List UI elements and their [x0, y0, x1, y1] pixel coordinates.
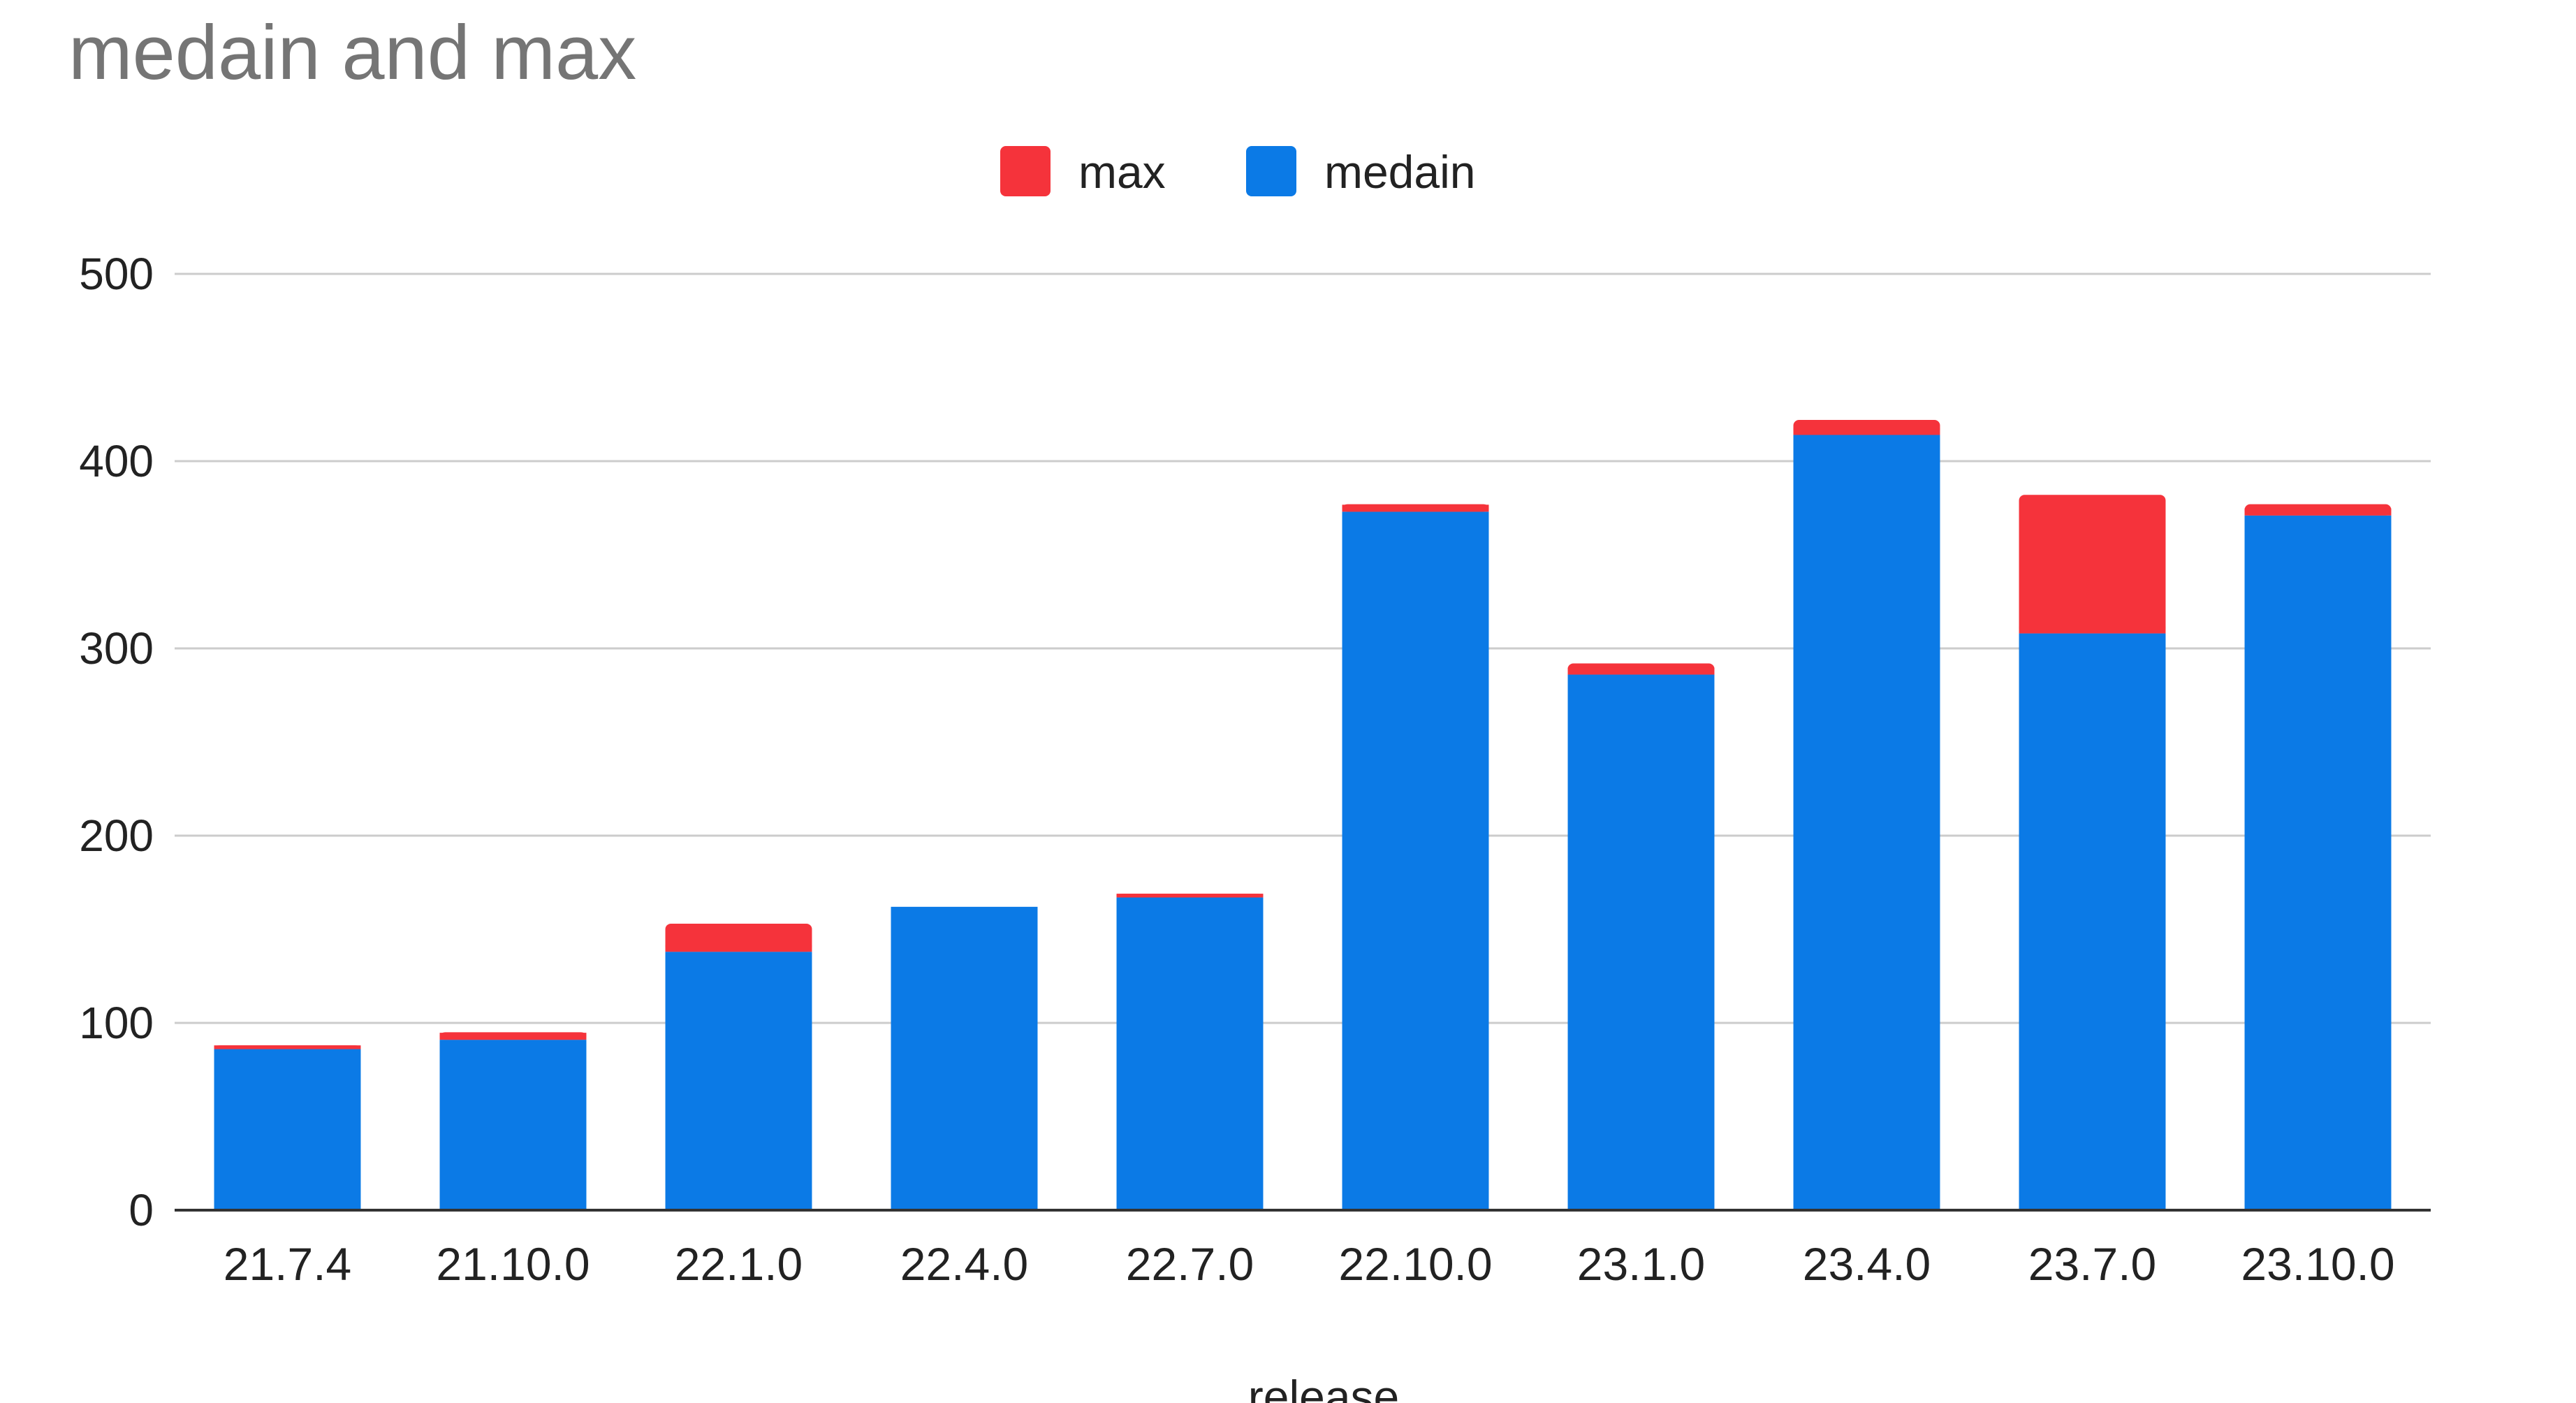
x-tick-label: 23.4.0 [1803, 1238, 1931, 1290]
y-tick-label: 300 [79, 623, 154, 674]
x-axis-title: release [1248, 1371, 1399, 1403]
bar-max-base [665, 945, 812, 952]
bar-max-base [1116, 894, 1264, 898]
x-tick-label: 22.1.0 [675, 1238, 803, 1290]
bar-max-base [2019, 626, 2166, 634]
x-tick-label: 23.7.0 [2028, 1238, 2157, 1290]
x-tick-label: 21.7.4 [224, 1238, 352, 1290]
bar-max-base [1793, 428, 1940, 435]
bar-max-base [1567, 667, 1715, 675]
bar-medain [1567, 674, 1715, 1210]
legend-swatch-medain [1246, 146, 1296, 196]
bar-medain [2244, 515, 2392, 1210]
x-tick-label: 22.7.0 [1126, 1238, 1254, 1290]
bar-medain [891, 906, 1038, 1210]
y-tick-label: 100 [79, 998, 154, 1048]
bar-medain [1342, 511, 1489, 1210]
legend-label-medain: medain [1324, 146, 1475, 198]
bar-medain [439, 1040, 587, 1210]
bar-max-base [1342, 504, 1489, 512]
bar-max-base [214, 1045, 361, 1049]
bar-max [2019, 495, 2166, 634]
y-tick-label: 0 [129, 1185, 154, 1235]
x-tick-label: 23.1.0 [1577, 1238, 1706, 1290]
bar-medain [665, 952, 812, 1210]
bar-max-base [2244, 508, 2392, 516]
x-tick-label: 22.4.0 [900, 1238, 1029, 1290]
y-tick-label: 200 [79, 810, 154, 861]
chart-title: medain and max [68, 10, 637, 96]
bar-max [665, 923, 812, 952]
y-tick-label: 400 [79, 436, 154, 486]
bar-medain [214, 1049, 361, 1210]
bar-max-base [439, 1033, 587, 1040]
legend: max medain [1000, 146, 1475, 198]
bar-medain [1116, 897, 1264, 1210]
x-tick-label: 23.10.0 [2241, 1238, 2394, 1290]
bar-medain [1793, 435, 1940, 1210]
x-tick-label: 22.10.0 [1338, 1238, 1492, 1290]
axes: 0 100 200 300 400 500 21.7.4 21.10.0 22.1.0 22.4.… [79, 249, 2431, 1403]
x-tick-label: 21.10.0 [436, 1238, 590, 1290]
legend-swatch-max [1000, 146, 1051, 196]
bar-medain [2019, 633, 2166, 1210]
y-tick-label: 500 [79, 249, 154, 299]
legend-label-max: max [1078, 146, 1166, 198]
bars [214, 420, 2392, 1210]
